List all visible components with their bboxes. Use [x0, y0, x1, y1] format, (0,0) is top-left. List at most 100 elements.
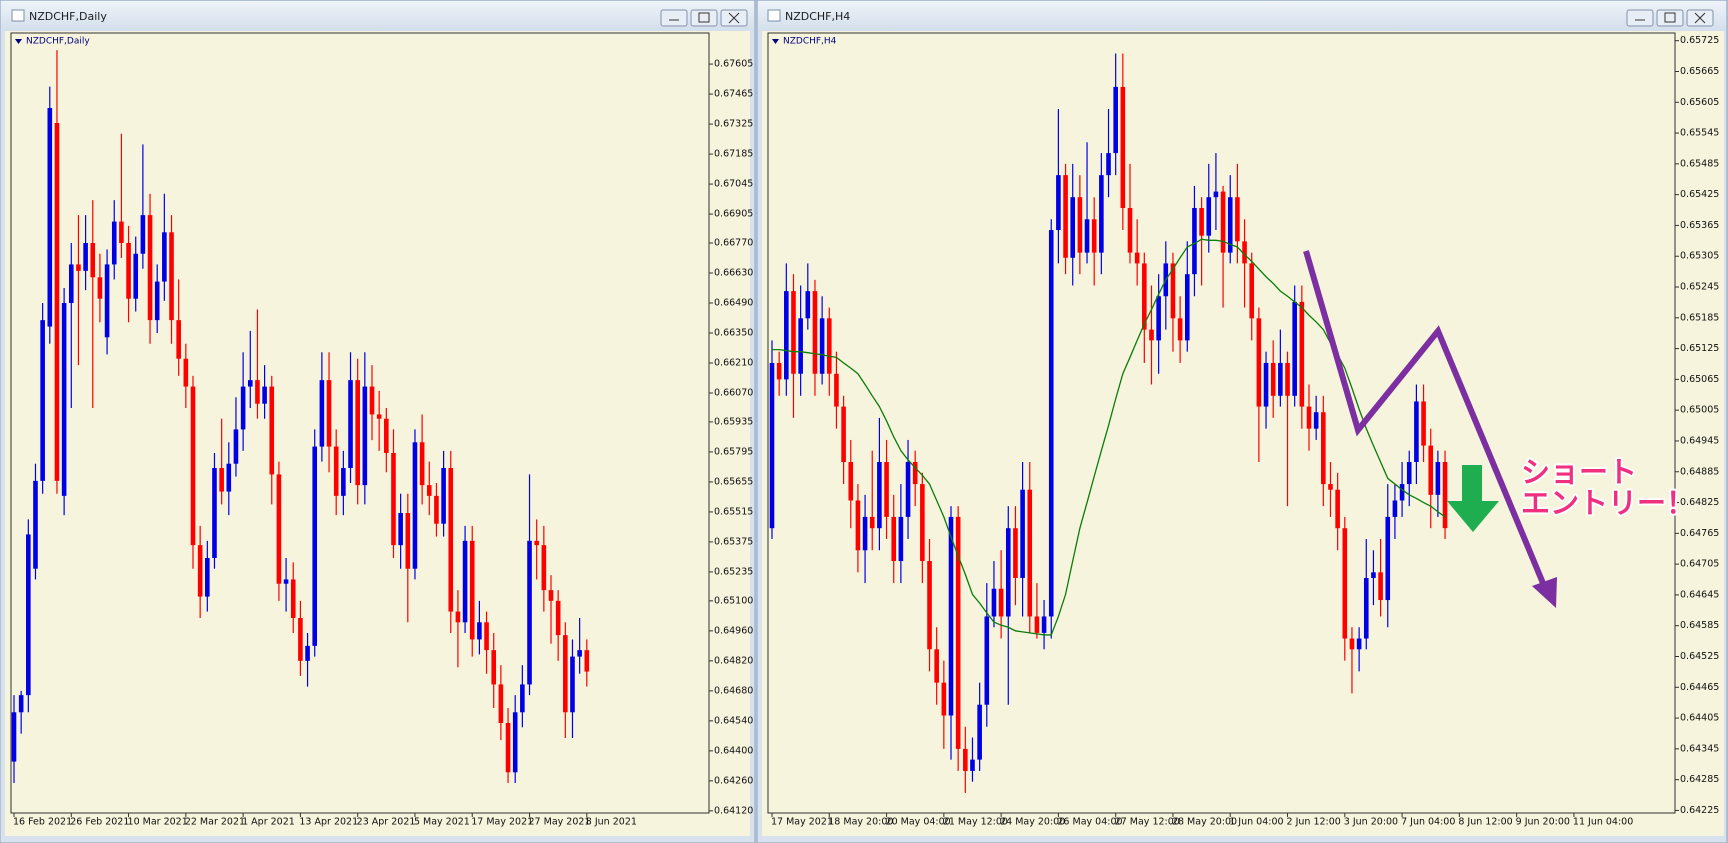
candle-body [11, 712, 17, 762]
candle-body [477, 622, 482, 640]
candle-body [1048, 230, 1054, 617]
candle-body [963, 748, 968, 771]
x-tick-label: 10 Mar 2021 [128, 817, 188, 828]
candle-body [912, 462, 918, 485]
candle-body [891, 516, 897, 562]
candle-body [1435, 462, 1441, 495]
candle-body [1385, 516, 1391, 601]
candle-body [1371, 572, 1376, 578]
x-tick-label: 23 Apr 2021 [357, 817, 416, 828]
candle-body [455, 611, 461, 623]
candle-body [140, 215, 146, 254]
candle-body [1199, 207, 1204, 236]
y-tick-label: 0.65795 [714, 446, 753, 457]
candle-body [147, 215, 153, 321]
x-tick-label: 1 Apr 2021 [242, 817, 295, 828]
candle-body [1249, 263, 1255, 319]
candle-body [1263, 362, 1269, 407]
candle-body [319, 380, 325, 447]
maximize-button[interactable] [1656, 9, 1684, 27]
candle-body [563, 635, 568, 713]
candle-body [126, 243, 131, 299]
candle-body [61, 303, 67, 496]
candle-body [26, 534, 31, 696]
y-tick-label: 0.65305 [1680, 251, 1719, 262]
candle-body [1414, 401, 1419, 462]
candle-body [498, 684, 504, 723]
candle-body [1227, 197, 1233, 253]
x-tick-label: 18 May 20:00 [828, 817, 893, 828]
candle-body [298, 618, 303, 661]
candle-body [169, 232, 174, 321]
y-tick-label: 0.65665 [1680, 66, 1719, 77]
x-tick-label: 24 May 20:00 [1000, 817, 1065, 828]
arrow-head [1532, 577, 1557, 608]
window-icon [11, 9, 25, 22]
y-tick-label: 0.65365 [1680, 220, 1719, 231]
candle-body [1099, 175, 1104, 253]
y-tick-label: 0.65245 [1680, 282, 1719, 293]
candle-body [162, 232, 167, 282]
window-icon [767, 9, 781, 22]
candle-body [154, 281, 160, 321]
candle-body [934, 649, 939, 683]
candle-body [791, 291, 796, 374]
marks: 0.67605 0.67465 0.67325 0.67185 0.67045 0.669… [11, 35, 1719, 828]
y-tick-label: 0.66905 [714, 209, 753, 220]
candle-body [877, 462, 882, 529]
menu-arrow[interactable] [772, 39, 779, 44]
candle-body [18, 695, 24, 713]
candle-body [369, 386, 375, 415]
candle-body [1220, 191, 1226, 253]
candle-body [398, 513, 403, 546]
candle-body [1292, 301, 1297, 396]
candle-body [391, 453, 396, 546]
candle-body [984, 616, 990, 705]
candle-body [841, 406, 846, 462]
x-tick-label: 26 May 04:00 [1057, 817, 1122, 828]
x-tick-label: 27 May 12:00 [1115, 817, 1180, 828]
candle-body [1399, 484, 1405, 501]
candle-body [384, 418, 389, 453]
candle-body [1027, 489, 1033, 617]
candle-body [848, 462, 854, 501]
y-tick-label: 0.64120 [714, 805, 753, 816]
y-tick-label: 0.64540 [714, 715, 753, 726]
candle-body [991, 588, 997, 617]
y-tick-label: 0.64400 [714, 745, 753, 756]
candle-body [333, 446, 339, 496]
candle-body [1120, 86, 1126, 208]
candle-body [805, 291, 811, 319]
x-tick-label: 17 May 2021 [771, 817, 833, 828]
candle-body [955, 516, 961, 749]
menu-arrow[interactable] [15, 39, 22, 44]
y-tick-label: 0.65005 [1680, 405, 1719, 416]
candle-body [90, 243, 96, 278]
candle-body [197, 545, 203, 597]
y-tick-label: 0.65515 [714, 506, 753, 517]
minimize-button[interactable] [660, 9, 688, 27]
candle-body [1106, 153, 1111, 176]
candle-body [247, 380, 253, 387]
maximize-button[interactable] [690, 9, 718, 27]
candle-body [948, 516, 954, 716]
candle-body [769, 362, 775, 529]
candle-body [819, 318, 825, 374]
candle-body [1242, 241, 1247, 264]
arrow-head [1447, 501, 1499, 532]
y-tick-label: 0.65485 [1680, 158, 1719, 169]
candle-body [1342, 528, 1348, 639]
candle-body [426, 485, 432, 496]
candle-body [1392, 500, 1398, 517]
candle-body [1041, 616, 1047, 633]
y-tick-label: 0.65065 [1680, 374, 1719, 385]
candle-body [826, 318, 832, 374]
candle-body [104, 264, 110, 338]
candle-body [348, 380, 353, 468]
candle-body [541, 545, 547, 591]
candle-body [176, 320, 181, 359]
candle-body [920, 484, 925, 562]
minimize-button[interactable] [1626, 9, 1654, 27]
x-tick-label: 5 May 2021 [414, 817, 470, 828]
